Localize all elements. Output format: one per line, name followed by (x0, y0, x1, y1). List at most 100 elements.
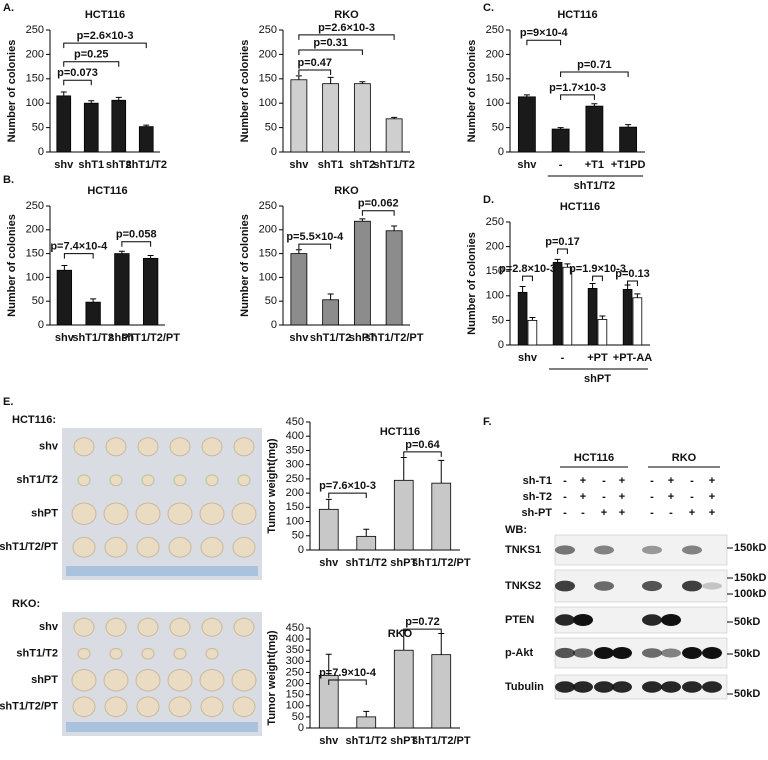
p-value: p=0.47 (297, 57, 332, 69)
tumor (103, 502, 129, 526)
p-value: p=0.17 (545, 236, 580, 248)
blot-row-label: PTEN (505, 614, 534, 626)
photo-title: RKO: (12, 598, 40, 610)
blot-band (612, 647, 632, 659)
y-axis-label: Tumor weight(mg) (266, 630, 278, 725)
error-bar (438, 459, 445, 484)
bar (632, 297, 643, 346)
blot-band (573, 648, 593, 658)
tumor (141, 647, 155, 660)
photo-row-label: shT1/T2/PT (0, 701, 58, 713)
bar (385, 230, 403, 326)
y-tick-label: 100 (486, 97, 504, 109)
condition-label: sh-PT (521, 507, 552, 519)
condition-sign: + (580, 475, 586, 487)
cell-line: HCT116 (574, 452, 614, 464)
blot-band (682, 647, 702, 659)
tumor (231, 668, 257, 692)
error-bar (438, 633, 445, 655)
tumor (104, 536, 128, 558)
x-tick-label: shv (319, 735, 339, 747)
bar (322, 83, 340, 153)
y-tick-label: 100 (26, 97, 44, 109)
group-label: shT1/T2 (574, 180, 616, 192)
tumor (71, 502, 97, 526)
error-bar (529, 316, 536, 321)
panel-label: B. (3, 174, 14, 186)
photo-title: HCT116: (12, 414, 56, 426)
bracket (560, 94, 595, 100)
tumor (201, 437, 223, 457)
y-tick-label: 0 (38, 146, 44, 158)
y-tick-label: 250 (26, 200, 44, 212)
x-tick-label: shT1/T2/PT (121, 332, 180, 344)
marker-label: 50kD (734, 688, 760, 700)
blot-band (594, 581, 614, 591)
y-tick-label: 200 (26, 224, 44, 236)
x-tick-label: shT1/T2 (345, 557, 387, 569)
y-tick-label: 0 (298, 722, 304, 734)
error-bar (147, 255, 154, 259)
y-tick-label: 350 (286, 444, 304, 456)
bar (619, 126, 638, 153)
y-axis-label: Number of colonies (239, 40, 251, 143)
error-bar (523, 94, 530, 97)
y-tick-label: 450 (286, 622, 304, 634)
x-tick-label: shv (517, 159, 537, 171)
y-axis-label: Number of colonies (466, 232, 478, 335)
condition-sign: + (601, 507, 607, 519)
error-bar (557, 127, 564, 130)
tumor (169, 437, 191, 457)
bracket (526, 39, 562, 46)
condition-sign: + (689, 507, 695, 519)
tumor (237, 474, 251, 487)
tumor (71, 668, 97, 692)
y-tick-label: 0 (498, 339, 504, 351)
tumor (232, 536, 256, 558)
tumor (136, 696, 160, 718)
tumor (136, 536, 160, 558)
bar (393, 649, 414, 729)
y-tick-label: 250 (259, 24, 277, 36)
condition-sign: + (580, 491, 586, 503)
tumor (199, 668, 225, 692)
error-bar (589, 283, 596, 289)
y-tick-label: 250 (286, 666, 304, 678)
bar (562, 266, 573, 346)
panel-label: D. (483, 194, 494, 206)
condition-sign: - (563, 491, 567, 503)
bar (517, 291, 528, 346)
x-tick-label: shPT (349, 332, 376, 344)
blot-row-label: Tubulin (505, 681, 544, 693)
p-value: p=0.073 (57, 67, 98, 79)
bar (318, 508, 339, 551)
error-bar (115, 96, 122, 101)
error-bar (88, 100, 95, 104)
condition-sign: - (602, 475, 606, 487)
tumor (168, 536, 192, 558)
tumor (173, 474, 187, 487)
marker-label: 150kD (734, 542, 766, 554)
photo-row-label: shv (39, 621, 59, 633)
y-tick-label: 50 (492, 314, 504, 326)
condition-sign: + (619, 491, 625, 503)
blot-band (642, 681, 662, 693)
p-value: p=0.058 (116, 229, 157, 241)
y-tick-label: 50 (492, 122, 504, 134)
marker-label: 100kD (734, 588, 766, 600)
tumor (104, 696, 128, 718)
tumor (73, 437, 95, 457)
condition-label: sh-T1 (523, 475, 552, 487)
y-tick-label: 0 (498, 146, 504, 158)
y-axis-label: Number of colonies (6, 40, 18, 143)
y-tick-label: 0 (271, 146, 277, 158)
y-tick-label: 150 (26, 73, 44, 85)
p-value: p=1.9×10-3 (569, 263, 626, 275)
bar (56, 269, 73, 326)
y-tick-label: 400 (286, 430, 304, 442)
y-tick-label: 100 (286, 700, 304, 712)
condition-sign: + (668, 475, 674, 487)
y-tick-label: 200 (286, 487, 304, 499)
tumor (105, 617, 127, 637)
error-bar (554, 258, 561, 263)
